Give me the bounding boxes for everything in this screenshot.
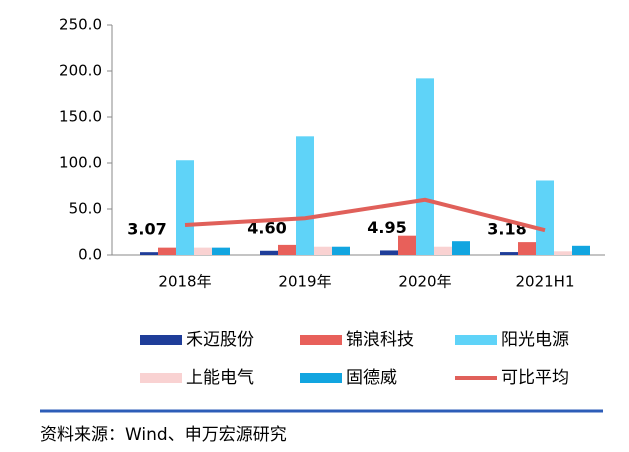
legend-swatch [140,373,182,383]
line [184,197,546,233]
legend-label: 阳光电源 [501,330,569,350]
legend-label: 上能电气 [186,368,254,388]
bar [434,246,452,255]
bar [212,247,230,255]
bar [260,250,278,255]
y-tick-label: 100.0 [59,154,102,172]
bar [296,136,314,255]
legend-label: 禾迈股份 [186,330,254,350]
bar [572,245,590,255]
bar [452,241,470,255]
bar [158,247,176,255]
bar [380,250,398,255]
bar [518,242,536,255]
legend-swatch [140,335,182,345]
bar [536,180,554,255]
bar [416,78,434,255]
y-tick-label: 250.0 [59,16,102,34]
y-tick-label: 50.0 [69,200,102,218]
legend-swatch [300,335,342,345]
x-tick-label: 2020年 [398,273,451,291]
y-tick-label: 0.0 [78,246,102,264]
y-tick-label: 150.0 [59,108,102,126]
source: 资料来源：Wind、申万宏源研究 [40,425,287,445]
bar [398,235,416,255]
legend-label: 固德威 [346,368,397,388]
legend-swatch [455,335,497,345]
bar [314,246,332,255]
bar [500,252,518,255]
legend-swatch [300,373,342,383]
x-tick-label: 2019年 [278,273,331,291]
x-tick-label: 2021H1 [516,273,575,291]
data-label: 3.07 [127,220,166,239]
data-label: 4.60 [247,218,286,237]
bar [278,244,296,255]
bar [554,251,572,255]
legend-label: 可比平均 [501,368,569,388]
data-label: 4.95 [367,218,406,237]
y-tick-label: 200.0 [59,62,102,80]
x-tick-label: 2018年 [158,273,211,291]
legend-label: 锦浪科技 [346,330,414,350]
bar [332,246,350,255]
bar [176,160,194,255]
bar [140,252,158,255]
bar [194,247,212,255]
